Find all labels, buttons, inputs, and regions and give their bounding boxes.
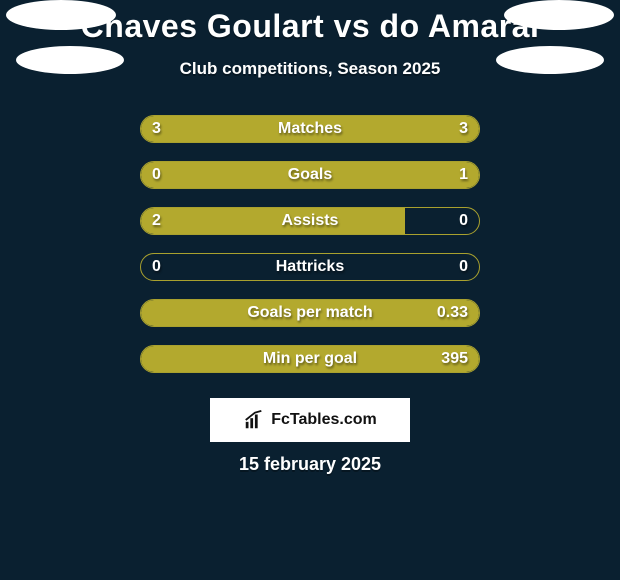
stat-value-right: 1	[459, 161, 468, 189]
stat-label: Hattricks	[140, 253, 480, 281]
player-left-photo-placeholder	[6, 0, 116, 30]
stat-value-right: 395	[441, 345, 468, 373]
stat-label: Goals per match	[140, 299, 480, 327]
stat-label: Assists	[140, 207, 480, 235]
stat-label: Goals	[140, 161, 480, 189]
date-label: 15 february 2025	[0, 454, 620, 475]
stat-row: 0 Goals 1	[0, 161, 620, 189]
comparison-infographic: Chaves Goulart vs do Amaral Club competi…	[0, 0, 620, 580]
stat-row: 0 Hattricks 0	[0, 253, 620, 281]
player-left-club-placeholder	[16, 46, 124, 74]
stat-row: 3 Matches 3	[0, 115, 620, 143]
stat-label: Matches	[140, 115, 480, 143]
stat-row: Goals per match 0.33	[0, 299, 620, 327]
stats-section: 3 Matches 3 0 Goals 1 2 Assists 0	[0, 115, 620, 373]
stat-value-right: 0	[459, 253, 468, 281]
stat-value-right: 0	[459, 207, 468, 235]
stat-value-right: 3	[459, 115, 468, 143]
stat-row: 2 Assists 0	[0, 207, 620, 235]
stat-label: Min per goal	[140, 345, 480, 373]
source-logo: FcTables.com	[210, 398, 410, 442]
source-logo-text: FcTables.com	[271, 411, 377, 429]
stat-row: Min per goal 395	[0, 345, 620, 373]
stat-value-right: 0.33	[437, 299, 468, 327]
player-right-club-placeholder	[496, 46, 604, 74]
chart-icon	[243, 409, 265, 431]
player-right-photo-placeholder	[504, 0, 614, 30]
